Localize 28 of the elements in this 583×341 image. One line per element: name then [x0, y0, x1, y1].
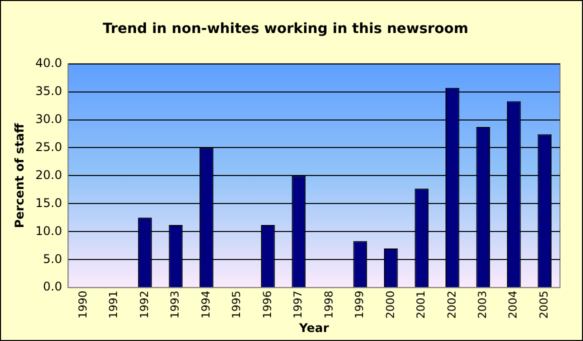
chart-title: Trend in non-whites working in this newsroom: [102, 21, 468, 38]
x-tick-label: 2004: [506, 290, 520, 319]
y-tick-label: 35.0: [35, 84, 62, 98]
y-tick-label: 40.0: [35, 56, 62, 70]
x-tick-label: 2002: [445, 290, 458, 319]
x-tick-label: 1998: [322, 290, 336, 319]
x-tick-label: 1992: [138, 290, 151, 319]
x-tick-label: 1991: [107, 290, 120, 319]
x-tick-label: 2003: [476, 290, 490, 319]
y-tick-label: 25.0: [35, 140, 62, 154]
x-tick-label: 2000: [384, 290, 397, 319]
y-tick-label: 5.0: [43, 252, 62, 266]
x-tick-label: 1993: [168, 290, 182, 319]
x-tick-label: 2001: [414, 290, 428, 319]
x-axis-title: Year: [298, 320, 330, 335]
x-tick-label: 1996: [260, 290, 274, 319]
y-axis-title: Percent of staff: [12, 122, 26, 228]
x-tick-label: 2005: [537, 290, 550, 319]
y-tick-label: 20.0: [35, 168, 62, 182]
y-tick-label: 30.0: [35, 112, 62, 126]
y-tick-label: 15.0: [35, 196, 62, 210]
y-tick-label: 0.0: [43, 280, 62, 294]
x-tick-label: 1995: [230, 290, 244, 319]
x-tick-label: 1990: [76, 290, 90, 319]
x-tick-label: 1999: [353, 290, 366, 319]
x-tick-label: 1997: [292, 290, 305, 319]
y-tick-label: 10.0: [35, 224, 62, 238]
x-tick-label: 1994: [199, 290, 212, 319]
